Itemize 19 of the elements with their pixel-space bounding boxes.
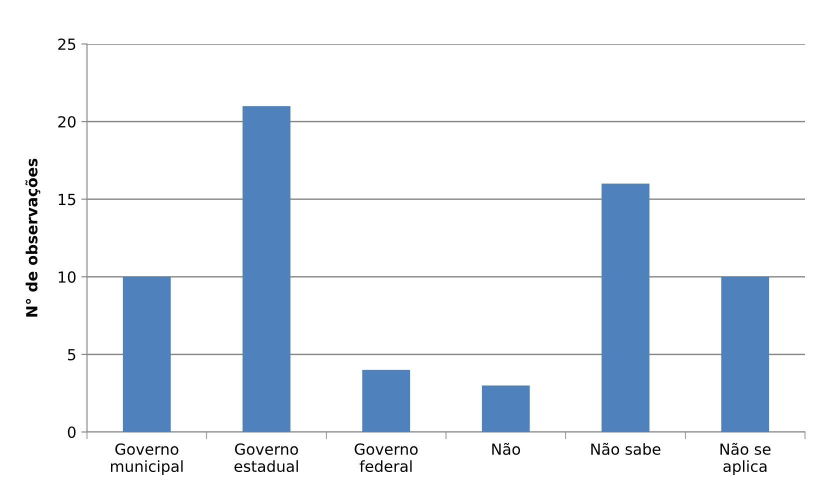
y-tick-label: 20 xyxy=(58,116,76,128)
bar xyxy=(122,276,171,432)
x-tick-label: Não xyxy=(492,442,520,455)
y-tick-label: 5 xyxy=(68,349,76,360)
bar xyxy=(242,106,290,432)
bar xyxy=(602,184,650,432)
y-tick-label: 10 xyxy=(58,271,76,283)
x-tick-label: Não se aplica xyxy=(720,442,771,476)
bar xyxy=(482,385,530,432)
x-tick-label: Governo estadual xyxy=(234,443,298,472)
x-tick-label: Governo federal xyxy=(354,443,418,472)
bar xyxy=(362,370,410,432)
x-tick-label: Não sabe xyxy=(591,442,660,455)
x-tick-label: Governo municipal xyxy=(111,443,183,476)
y-tick-label: 0 xyxy=(68,426,76,438)
y-tick-label: 15 xyxy=(58,194,76,206)
y-axis-title: N° de observações xyxy=(25,158,40,317)
bar xyxy=(721,276,770,432)
y-tick-label: 25 xyxy=(58,38,76,50)
